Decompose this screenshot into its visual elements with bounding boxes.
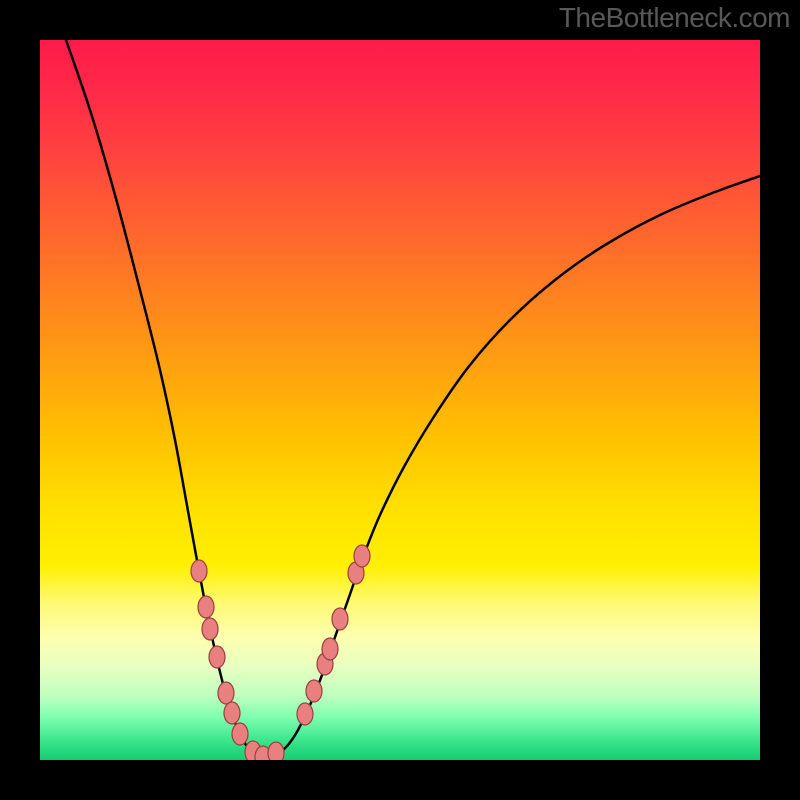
data-marker [332, 608, 348, 630]
watermark-text: TheBottleneck.com [559, 2, 790, 34]
data-marker [297, 703, 313, 725]
data-marker [218, 682, 234, 704]
bottleneck-chart [0, 0, 800, 800]
data-marker [232, 723, 248, 745]
data-marker [306, 680, 322, 702]
data-marker [198, 596, 214, 618]
data-marker [202, 618, 218, 640]
data-marker [322, 638, 338, 660]
data-marker [224, 702, 240, 724]
data-marker [209, 646, 225, 668]
plot-background-gradient [40, 40, 760, 760]
data-marker [191, 560, 207, 582]
data-marker [354, 545, 370, 567]
